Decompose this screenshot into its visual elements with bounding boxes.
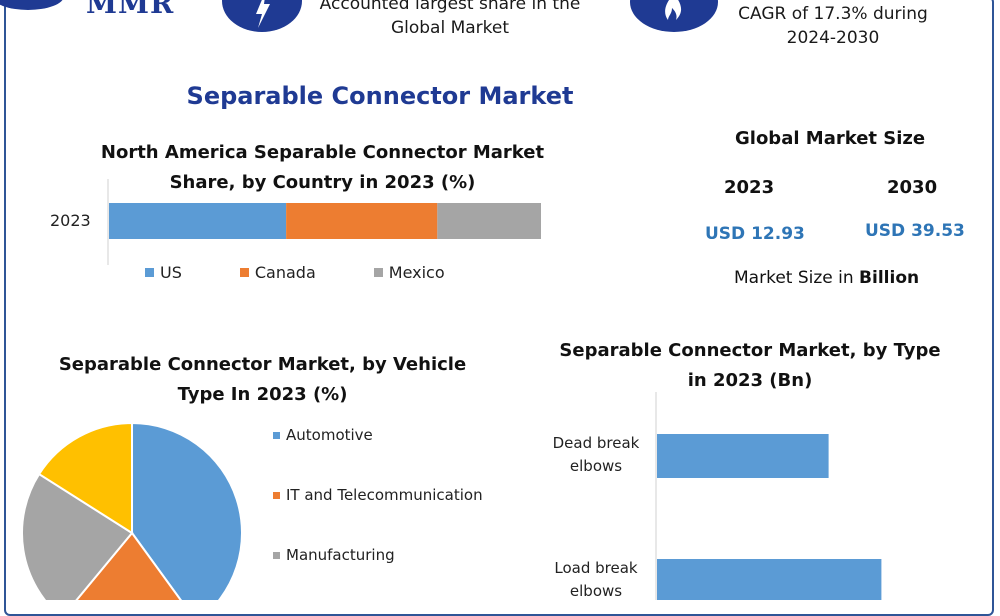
category-label: Dead break elbows bbox=[553, 434, 640, 475]
logo-text: MMR bbox=[86, 0, 175, 20]
logo-swoosh-icon bbox=[0, 0, 63, 10]
unit-prefix: Market Size in bbox=[734, 268, 860, 288]
year-2030-label: 2030 bbox=[887, 177, 938, 198]
legend-label: Mexico bbox=[388, 263, 445, 282]
bar-dead-break-elbows bbox=[657, 434, 829, 478]
category-label: Load break elbows bbox=[554, 559, 638, 600]
legend-swatch bbox=[145, 268, 154, 277]
legend-swatch bbox=[273, 491, 280, 499]
stat-center-text: Accounted largest share in the Global Ma… bbox=[319, 0, 581, 38]
vehicle-chart-title: Separable Connector Market, by Vehicle T… bbox=[58, 354, 467, 405]
legend-swatch bbox=[373, 268, 383, 277]
legend-swatch bbox=[273, 431, 280, 439]
legend-label: IT and Telecommunication bbox=[286, 486, 483, 504]
stat-right-text: CAGR of 17.3% during 2024-2030 bbox=[738, 4, 928, 48]
unit-bold: Billion bbox=[859, 268, 920, 288]
legend-swatch bbox=[239, 268, 249, 277]
legend-item-us: US bbox=[145, 263, 182, 282]
value-2030: USD 39.53 bbox=[865, 221, 965, 241]
vehicle-pie-chart bbox=[21, 421, 243, 600]
legend-label: Automotive bbox=[286, 426, 373, 444]
type-bar-chart: Dead break elbows Load break elbows bbox=[553, 392, 882, 600]
country-chart-title: North America Separable Connector Market… bbox=[100, 142, 545, 193]
legend-item-it-telecom: IT and Telecommunication bbox=[273, 486, 483, 504]
legend-label: US bbox=[160, 263, 182, 282]
global-market-title: Global Market Size bbox=[735, 128, 926, 149]
legend-label: Manufacturing bbox=[286, 546, 395, 564]
bar-segment-mexico bbox=[437, 203, 541, 239]
bar-segment-canada bbox=[286, 203, 438, 239]
pie-slice-other bbox=[37, 421, 133, 535]
lightning-icon bbox=[222, 0, 302, 32]
country-legend: US Canada Mexico bbox=[145, 263, 445, 282]
category-label-line: Load break bbox=[554, 559, 638, 577]
legend-item-canada: Canada bbox=[239, 263, 316, 282]
pie-slice-manufacturing bbox=[21, 472, 134, 600]
market-size-unit: Market Size in Billion bbox=[734, 268, 919, 288]
category-label-line: elbows bbox=[570, 457, 622, 475]
category-label: 2023 bbox=[50, 211, 91, 230]
bar-load-break-elbows bbox=[657, 559, 882, 600]
legend-item-mexico: Mexico bbox=[373, 263, 445, 282]
bar-segment-us bbox=[109, 203, 287, 239]
category-label-line: Dead break bbox=[553, 434, 640, 452]
flame-icon bbox=[630, 0, 718, 32]
legend-item-manufacturing: Manufacturing bbox=[273, 546, 483, 564]
vehicle-legend: Automotive IT and Telecommunication Manu… bbox=[273, 426, 483, 564]
main-title: Separable Connector Market bbox=[186, 82, 574, 110]
legend-swatch bbox=[273, 551, 280, 559]
year-2023-label: 2023 bbox=[724, 177, 775, 198]
value-2023: USD 12.93 bbox=[705, 224, 805, 244]
pie-slice-automotive bbox=[131, 421, 243, 600]
legend-item-automotive: Automotive bbox=[273, 426, 483, 444]
category-label-line: elbows bbox=[570, 582, 622, 600]
country-share-chart: 2023 bbox=[50, 179, 541, 265]
pie-slice-it-and-telecommunication bbox=[75, 531, 182, 600]
type-chart-title: Separable Connector Market, by Type in 2… bbox=[559, 340, 941, 391]
legend-label: Canada bbox=[254, 263, 316, 282]
